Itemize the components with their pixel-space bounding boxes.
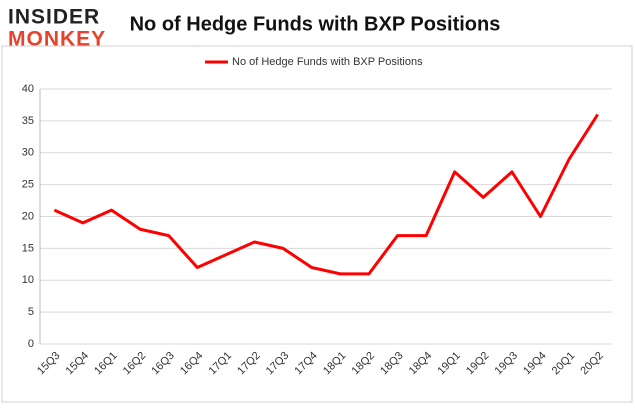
x-tick-label: 16Q2 [121,350,149,378]
y-tick-label: 0 [28,338,34,350]
legend-label: No of Hedge Funds with BXP Positions [232,56,423,68]
chart-title: No of Hedge Funds with BXP Positions [130,13,501,35]
y-tick-label: 10 [22,274,34,286]
x-tick-label: 20Q2 [578,350,606,378]
chart-frame [1,45,633,403]
x-tick-label: 17Q3 [264,350,292,378]
y-tick-label: 30 [22,147,34,159]
line-series [53,113,599,276]
logo-line2: MONKEY [8,28,106,51]
x-tick-label: 17Q1 [207,350,235,378]
y-tick-label: 35 [22,115,34,127]
x-tick-label: 17Q4 [292,350,320,378]
x-tick-label: 18Q4 [407,350,435,378]
x-tick-label: 19Q3 [493,350,521,378]
x-tick-label: 16Q1 [92,350,120,378]
y-tick-label: 40 [22,83,34,95]
logo-line1: INSIDER [8,6,100,29]
y-tick-label: 25 [22,179,34,191]
x-tick-label: 19Q4 [521,350,549,378]
x-tick-label: 18Q3 [378,350,406,378]
x-tick-label: 15Q3 [35,350,63,378]
x-tick-label: 15Q4 [64,350,92,378]
x-tick-label: 16Q3 [149,350,177,378]
x-tick-label: 20Q1 [550,350,578,378]
y-tick-label: 20 [22,210,34,222]
y-tick-label: 15 [22,242,34,254]
x-tick-label: 16Q4 [178,350,206,378]
x-tick-label: 17Q2 [235,350,263,378]
y-tick-label: 5 [28,306,34,318]
x-tick-label: 19Q2 [464,350,492,378]
x-tick-label: 18Q1 [321,350,349,378]
x-tick-label: 18Q2 [350,350,378,378]
x-tick-label: 19Q1 [435,350,463,378]
